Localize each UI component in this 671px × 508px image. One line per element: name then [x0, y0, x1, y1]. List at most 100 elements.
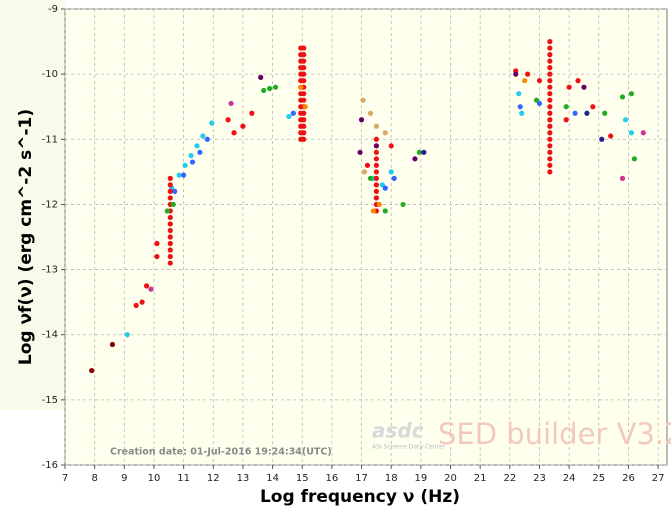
data-point: [547, 58, 553, 64]
data-point: [249, 110, 255, 116]
plot-area: [64, 8, 668, 466]
data-point: [167, 175, 173, 181]
data-point: [301, 65, 307, 71]
data-point: [373, 149, 379, 155]
data-point: [167, 260, 173, 266]
x-tick-label: 11: [177, 473, 190, 484]
data-point: [209, 120, 215, 126]
data-point: [267, 85, 273, 92]
data-point: [204, 136, 210, 142]
data-point: [301, 91, 307, 97]
data-point: [373, 143, 379, 149]
data-point: [590, 104, 596, 110]
data-point: [170, 201, 176, 208]
data-point: [619, 175, 626, 181]
data-point: [109, 341, 116, 348]
x-tick-label: 16: [326, 473, 339, 484]
data-point: [167, 221, 173, 227]
side-panel: [0, 0, 65, 410]
y-tick-label: -11: [42, 134, 58, 145]
data-point: [148, 286, 154, 292]
data-point: [225, 117, 231, 123]
x-tick-label: 7: [62, 473, 68, 484]
x-tick-label: 21: [474, 473, 487, 484]
x-tick-label: 19: [414, 473, 427, 484]
logo: asdc: [372, 419, 424, 443]
data-point: [124, 332, 130, 338]
x-tick-label: 22: [503, 473, 516, 484]
x-tick-label: 25: [592, 473, 605, 484]
data-point: [547, 52, 553, 58]
data-point: [364, 162, 371, 168]
data-point: [373, 162, 379, 168]
data-point: [382, 208, 388, 214]
data-point: [628, 91, 635, 97]
data-point: [376, 201, 382, 208]
data-point: [547, 71, 553, 77]
data-point: [181, 172, 187, 178]
data-point: [416, 149, 422, 155]
data-point: [290, 110, 296, 116]
data-point: [139, 299, 145, 305]
data-point: [640, 130, 646, 136]
data-point: [628, 130, 635, 136]
data-point: [388, 143, 394, 149]
x-tick-label: 13: [237, 473, 250, 484]
data-point: [167, 214, 173, 221]
data-point: [301, 130, 307, 136]
data-point: [182, 162, 188, 168]
data-point: [373, 182, 379, 188]
data-point: [547, 117, 553, 123]
data-point: [547, 130, 553, 136]
data-point: [301, 117, 307, 123]
data-point: [261, 87, 267, 94]
data-point: [547, 143, 553, 149]
data-point: [513, 71, 519, 77]
x-tick-label: 18: [385, 473, 398, 484]
data-point: [143, 283, 150, 289]
data-point: [547, 104, 553, 110]
data-point: [608, 133, 614, 139]
data-point: [361, 169, 368, 175]
data-point: [172, 188, 178, 194]
data-point: [167, 188, 173, 194]
data-point: [301, 97, 307, 103]
data-point: [547, 38, 553, 45]
data-point: [358, 117, 365, 123]
x-tick-label: 26: [622, 473, 635, 484]
data-point: [631, 156, 637, 162]
data-point: [619, 94, 626, 100]
data-point: [517, 104, 523, 110]
x-tick-label: 8: [91, 473, 97, 484]
data-point: [566, 84, 572, 90]
data-point: [167, 234, 173, 240]
data-point: [575, 78, 581, 84]
x-axis-label: Log frequency ν (Hz): [260, 487, 460, 507]
data-point: [373, 175, 379, 181]
y-tick-label: -15: [42, 395, 58, 406]
data-point: [301, 110, 307, 116]
data-point: [272, 84, 279, 90]
data-point: [519, 110, 525, 116]
data-point: [547, 149, 553, 155]
data-point: [164, 208, 170, 214]
y-tick-label: -16: [42, 460, 58, 471]
data-point: [258, 74, 264, 80]
x-tick-label: 14: [266, 473, 279, 484]
logo-subtitle: ASI Science Data Center: [372, 444, 446, 451]
data-point: [167, 182, 173, 188]
x-tick-label: 23: [533, 473, 546, 484]
data-point: [412, 156, 418, 162]
data-point: [516, 91, 522, 97]
data-point: [367, 110, 374, 116]
data-point: [599, 136, 605, 142]
data-point: [547, 136, 553, 142]
data-point: [373, 195, 379, 201]
data-point: [370, 208, 377, 214]
data-point: [622, 117, 629, 123]
data-point: [563, 117, 569, 123]
data-point: [188, 152, 194, 159]
data-point: [572, 110, 578, 116]
data-point: [547, 78, 553, 84]
